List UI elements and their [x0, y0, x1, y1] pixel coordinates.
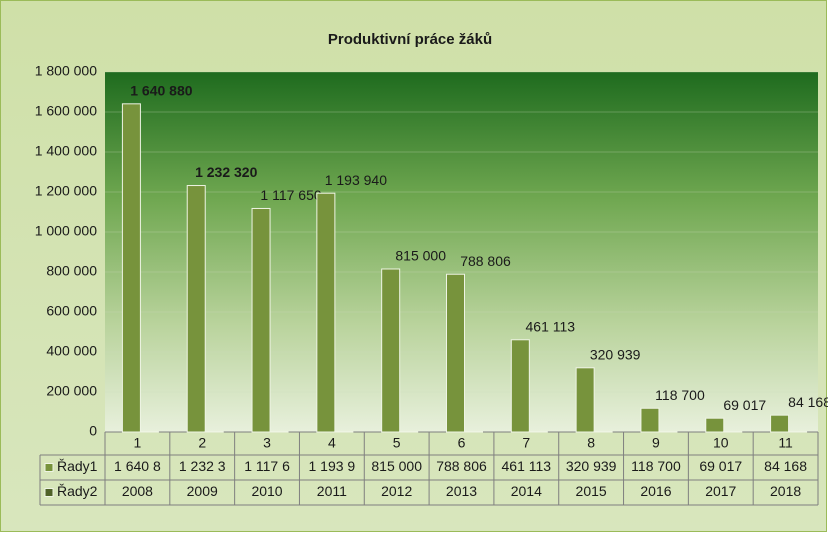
x-tick-label: 2	[198, 435, 206, 451]
table-cell: 1 640 8	[114, 458, 161, 474]
table-cell: 2014	[511, 483, 542, 499]
bar	[705, 417, 725, 433]
x-tick-label: 11	[778, 435, 793, 451]
data-label: 788 806	[460, 253, 511, 269]
table-cell: 2012	[381, 483, 412, 499]
x-tick-label: 1	[134, 435, 142, 451]
table-cell: 2009	[187, 483, 218, 499]
table-cell: 2010	[251, 483, 282, 499]
table-cell: 2016	[640, 483, 671, 499]
bar	[381, 268, 401, 433]
x-tick-label: 10	[713, 435, 729, 451]
table-cell: 69 017	[699, 458, 742, 474]
x-tick-label: 6	[458, 435, 466, 451]
table-cell: 1 232 3	[179, 458, 226, 474]
bar	[770, 414, 790, 433]
x-tick-label: 7	[522, 435, 530, 451]
table-cell: 2008	[122, 483, 153, 499]
table-cell: 815 000	[371, 458, 422, 474]
y-tick-label: 0	[89, 423, 97, 439]
chart-title: Produktivní práce žáků	[328, 31, 492, 48]
table-cell: 84 168	[764, 458, 807, 474]
bar	[121, 103, 141, 433]
legend-key	[44, 463, 54, 472]
data-label: 1 193 940	[325, 172, 387, 188]
y-tick-label: 400 000	[46, 343, 97, 359]
legend-key	[44, 488, 54, 497]
data-label: 815 000	[395, 248, 446, 264]
bar	[510, 339, 530, 433]
legend-label: Řady2	[57, 483, 98, 499]
data-label: 461 113	[526, 318, 576, 334]
y-tick-label: 800 000	[46, 263, 97, 279]
bar	[446, 273, 465, 433]
x-tick-label: 4	[328, 435, 336, 451]
data-label: 69 017	[723, 397, 766, 413]
bar	[251, 207, 271, 433]
y-tick-label: 1 000 000	[35, 223, 97, 239]
legend-label: Řady1	[57, 458, 98, 474]
y-tick-label: 1 400 000	[35, 143, 97, 159]
bar	[640, 407, 660, 433]
table-cell: 2018	[770, 483, 801, 499]
x-tick-label: 5	[393, 435, 401, 451]
data-label: 1 640 880	[130, 83, 192, 99]
table-cell: 118 700	[631, 458, 681, 474]
bar	[316, 192, 336, 433]
table-cell: 788 806	[436, 458, 487, 474]
x-tick-label: 8	[587, 435, 595, 451]
data-label: 320 939	[590, 347, 641, 363]
table-cell: 2013	[446, 483, 477, 499]
table-cell: 2017	[705, 483, 736, 499]
table-cell: 2011	[317, 483, 347, 499]
table-cell: 461 113	[502, 458, 552, 474]
table-cell: 320 939	[566, 458, 617, 474]
y-tick-label: 1 800 000	[35, 63, 97, 79]
table-cell: 1 117 6	[244, 458, 290, 474]
data-label: 118 700	[655, 387, 705, 403]
table-cell: 1 193 9	[309, 458, 356, 474]
data-label: 1 117 650	[260, 187, 321, 203]
x-tick-label: 3	[263, 435, 271, 451]
table-cell: 2015	[576, 483, 607, 499]
y-tick-label: 200 000	[46, 383, 97, 399]
y-tick-label: 600 000	[46, 303, 97, 319]
y-tick-label: 1 200 000	[35, 183, 97, 199]
data-label: 84 168	[788, 394, 828, 410]
y-tick-label: 1 600 000	[35, 103, 97, 119]
bar	[186, 185, 206, 433]
bar	[575, 367, 595, 433]
x-tick-label: 9	[652, 435, 660, 451]
data-label: 1 232 320	[195, 164, 257, 180]
